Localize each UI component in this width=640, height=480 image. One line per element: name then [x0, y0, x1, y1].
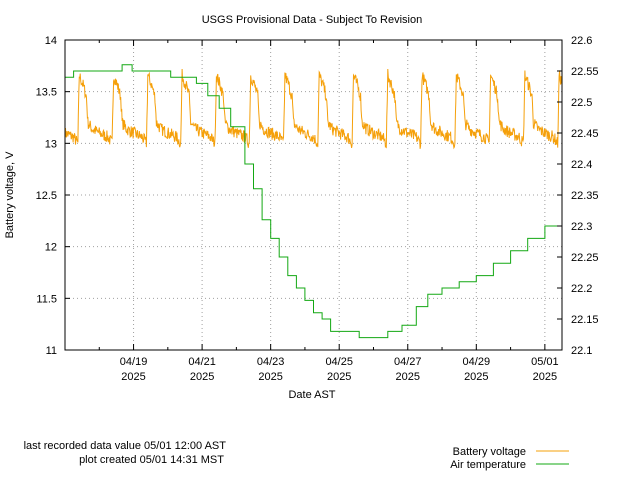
y2-tick-label: 22.55	[571, 66, 599, 78]
x-tick-label: 04/23	[257, 356, 285, 368]
series-line-battery-voltage	[64, 68, 563, 150]
legend-label-air-temperature: Air temperature	[450, 459, 526, 471]
y2-tick-label: 22.4	[571, 159, 592, 171]
x-tick-label: 2025	[190, 371, 214, 383]
x-tick-label: 2025	[464, 371, 488, 383]
x-tick-label: 2025	[327, 371, 351, 383]
footer-last-value: last recorded data value 05/01 12:00 AST	[23, 440, 226, 452]
plot-lines	[64, 64, 563, 339]
y2-tick-label: 22.5	[571, 97, 592, 109]
x-tick-label: 04/19	[120, 356, 148, 368]
series-line-air-temperature	[65, 64, 563, 339]
y-tick-label: 12	[45, 242, 57, 254]
x-tick-label: 05/01	[531, 356, 559, 368]
y-tick-label: 13	[45, 138, 57, 150]
y-tick-label: 12.5	[36, 190, 57, 202]
y-tick-label: 11.5	[36, 293, 57, 305]
footer-plot-created: plot created 05/01 14:31 MST	[79, 454, 224, 466]
x-tick-label: 2025	[396, 371, 420, 383]
y2-tick-label: 22.6	[571, 35, 592, 47]
grid	[65, 40, 562, 350]
y2-tick-label: 22.1	[571, 345, 592, 357]
legend: Battery voltage Air temperature	[450, 446, 569, 471]
y2-tick-label: 22.45	[571, 128, 599, 140]
x-tick-label: 04/29	[463, 356, 491, 368]
chart-title: USGS Provisional Data - Subject To Revis…	[202, 14, 423, 26]
y2-tick-label: 22.2	[571, 283, 592, 295]
x-tick-label: 04/21	[188, 356, 216, 368]
y-tick-label: 13.5	[36, 87, 57, 99]
x-tick-label: 04/25	[325, 356, 353, 368]
y2-tick-label: 22.35	[571, 190, 599, 202]
legend-label-battery-voltage: Battery voltage	[453, 446, 526, 458]
x-tick-label: 04/27	[394, 356, 422, 368]
x-tick-label: 2025	[121, 371, 145, 383]
y-tick-label: 14	[45, 35, 57, 47]
axis-ticks: 11 11.5 12 12.5 13 13.5 14 22.1 22.15 22.2 22.25 22…	[36, 35, 599, 383]
x-tick-label: 2025	[258, 371, 282, 383]
x-axis-label: Date AST	[288, 389, 335, 401]
y2-tick-label: 22.25	[571, 252, 599, 264]
x-tick-label: 2025	[533, 371, 557, 383]
y2-tick-label: 22.3	[571, 221, 592, 233]
y2-tick-label: 22.15	[571, 314, 599, 326]
y-axis-label: Battery voltage, V	[4, 151, 16, 238]
y-tick-label: 11	[46, 345, 57, 357]
